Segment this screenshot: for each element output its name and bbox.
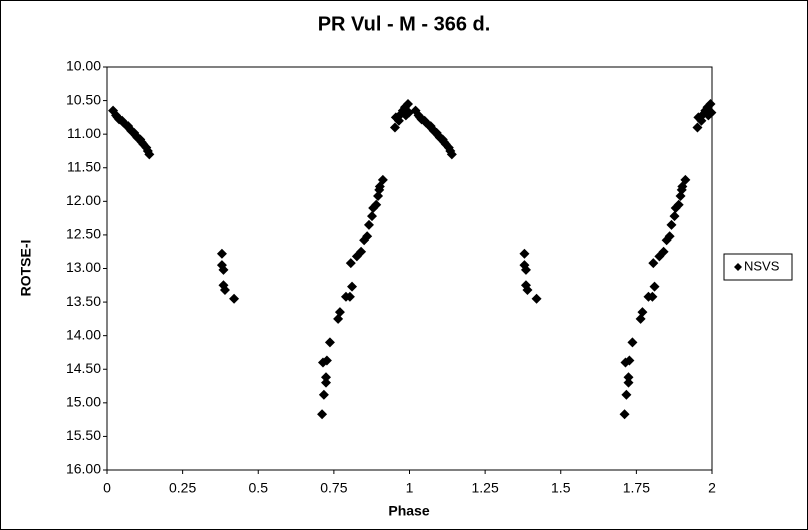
data-point xyxy=(218,264,229,275)
data-point xyxy=(669,211,680,222)
data-point xyxy=(363,219,374,230)
data-point xyxy=(621,389,632,400)
data-point xyxy=(377,174,388,185)
x-tick-label: 1.25 xyxy=(472,480,499,496)
data-point xyxy=(356,246,367,257)
legend-marker xyxy=(734,263,742,271)
data-point xyxy=(680,174,691,185)
y-tick-label: 10.50 xyxy=(66,91,101,107)
y-tick-label: 10.00 xyxy=(66,58,101,74)
data-point xyxy=(519,248,530,259)
data-point xyxy=(446,149,457,160)
data-point xyxy=(673,199,684,210)
data-point xyxy=(334,307,345,318)
data-point xyxy=(647,291,658,302)
data-point xyxy=(345,258,356,269)
data-point xyxy=(627,337,638,348)
y-tick-label: 11.00 xyxy=(67,125,101,141)
data-point xyxy=(658,246,669,257)
y-tick-label: 12.50 xyxy=(66,226,101,242)
data-point xyxy=(706,107,717,118)
data-point xyxy=(648,258,659,269)
chart-title: PR Vul - M - 366 d. xyxy=(318,13,491,35)
x-tick-label: 0 xyxy=(103,480,111,496)
data-point xyxy=(666,219,677,230)
x-tick-label: 0.5 xyxy=(249,480,269,496)
y-tick-label: 14.00 xyxy=(66,326,101,342)
data-point xyxy=(219,284,230,295)
data-point xyxy=(318,389,329,400)
data-point xyxy=(317,409,328,420)
x-tick-label: 1 xyxy=(406,480,414,496)
data-point xyxy=(324,337,335,348)
x-tick-label: 1.5 xyxy=(551,480,571,496)
x-axis-label: Phase xyxy=(388,503,429,519)
x-tick-label: 0.75 xyxy=(320,480,347,496)
data-point xyxy=(619,409,630,420)
data-point xyxy=(649,281,660,292)
y-tick-label: 15.00 xyxy=(66,394,101,410)
data-point xyxy=(637,307,648,318)
data-point xyxy=(520,264,531,275)
x-tick-label: 1.75 xyxy=(623,480,650,496)
data-point xyxy=(321,377,332,388)
data-point xyxy=(389,122,400,133)
data-point xyxy=(321,355,332,366)
y-tick-label: 14.50 xyxy=(66,360,101,376)
y-tick-label: 12.00 xyxy=(66,192,101,208)
data-point xyxy=(229,293,240,304)
data-point xyxy=(522,284,533,295)
data-point xyxy=(371,199,382,210)
data-point xyxy=(692,122,703,133)
y-tick-label: 15.50 xyxy=(66,427,101,443)
data-point xyxy=(531,293,542,304)
data-point xyxy=(366,211,377,222)
data-point xyxy=(362,231,373,242)
y-tick-label: 11.50 xyxy=(67,158,101,174)
y-tick-label: 16.00 xyxy=(66,461,101,477)
data-point xyxy=(344,291,355,302)
legend-label: NSVS xyxy=(744,258,780,273)
data-point xyxy=(402,98,413,109)
data-point xyxy=(664,231,675,242)
y-axis-label: ROTSE-I xyxy=(18,240,34,297)
x-tick-label: 2 xyxy=(708,480,716,496)
data-point xyxy=(705,98,716,109)
data-point xyxy=(321,372,332,383)
data-point xyxy=(623,372,634,383)
y-tick-label: 13.50 xyxy=(66,293,101,309)
y-tick-label: 13.00 xyxy=(66,259,101,275)
data-point xyxy=(216,248,227,259)
x-tick-label: 0.25 xyxy=(169,480,196,496)
data-point xyxy=(347,281,358,292)
plot-area xyxy=(106,66,713,471)
data-point xyxy=(144,149,155,160)
data-point xyxy=(623,377,634,388)
data-point xyxy=(624,355,635,366)
